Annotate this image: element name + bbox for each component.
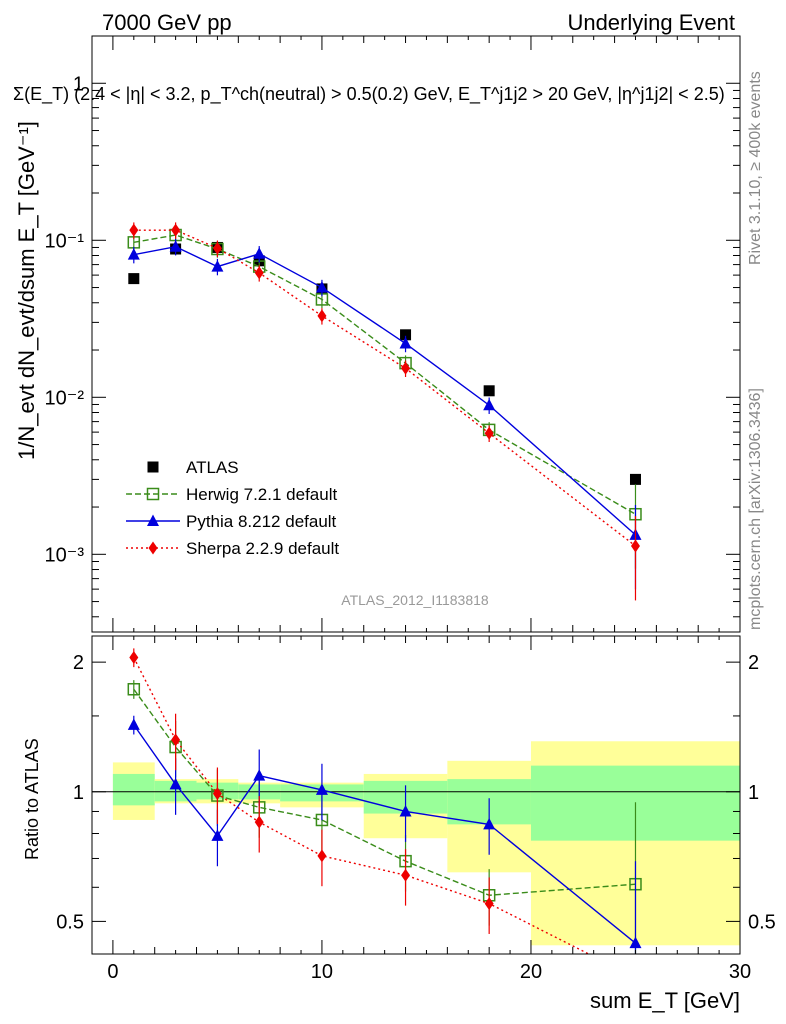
x-tick-label: 10 — [311, 961, 333, 983]
atlas-point — [400, 329, 412, 341]
pythia-point — [315, 281, 328, 293]
sherpa-legend-marker — [148, 541, 158, 555]
herwig-ratio-line — [133, 688, 636, 896]
pythia-point — [127, 248, 140, 260]
pythia-point — [399, 337, 412, 349]
herwig-legend-label: Herwig 7.2.1 default — [186, 485, 337, 504]
ratio-y-tick-label-right: 1 — [748, 782, 759, 804]
ratio-y-tick-label: 2 — [73, 652, 84, 674]
analysis-id-label: ATLAS_2012_I1183818 — [341, 592, 489, 608]
pythia-ratio-point — [483, 817, 496, 830]
pythia-point — [253, 247, 266, 259]
pythia-ratio-point — [253, 769, 266, 781]
atlas-point — [128, 273, 140, 285]
y-tick-label: 10⁻³ — [45, 544, 85, 566]
sherpa-point — [254, 266, 264, 280]
sherpa-point — [171, 223, 181, 237]
herwig-legend-marker — [146, 487, 160, 501]
sherpa-ratio-point — [212, 787, 222, 801]
ratio-y-tick-label-right: 0.5 — [748, 911, 776, 933]
main-y-axis-label: 1/N_evt dN_evt/dsum E_T [GeV⁻¹] — [14, 121, 39, 460]
pythia-ratio-line — [133, 724, 636, 944]
ratio-frame — [91, 635, 741, 955]
sherpa-point — [129, 223, 139, 237]
pythia-ratio-point — [315, 783, 328, 795]
atlas-legend-marker — [147, 461, 159, 473]
pythia-point — [483, 398, 496, 411]
sherpa-ratio-point — [254, 815, 264, 829]
x-tick-label: 20 — [520, 961, 542, 983]
y-tick-label: 10⁻¹ — [45, 230, 85, 252]
atlas-point — [629, 473, 641, 485]
pythia-legend-label: Pythia 8.212 default — [186, 512, 337, 531]
pythia-ratio-point — [399, 804, 412, 817]
pythia-line — [133, 245, 636, 536]
ratio-y-tick-label: 0.5 — [56, 911, 84, 933]
sherpa-ratio-point — [484, 897, 494, 911]
main-plot-marks — [127, 222, 642, 601]
atlas-point — [483, 385, 495, 397]
y-tick-label: 1 — [73, 73, 84, 95]
sherpa-ratio-point — [171, 733, 181, 747]
header-left: 7000 GeV pp — [102, 10, 232, 35]
main-plot-title: Σ(E_T) (2.4 < |η| < 3.2, p_T^ch(neutral)… — [13, 84, 725, 105]
ratio-plot-marks — [92, 648, 740, 955]
atlas-legend-label: ATLAS — [186, 458, 239, 477]
pythia-point — [211, 260, 224, 272]
mcplots-label: mcplots.cern.ch [arXiv:1306.3436] — [747, 388, 764, 630]
pythia-ratio-point — [211, 829, 224, 841]
x-tick-label: 0 — [107, 961, 118, 983]
pythia-legend-marker — [147, 514, 159, 526]
sherpa-ratio-point — [129, 651, 139, 665]
herwig-line — [133, 234, 636, 515]
ratio-uncertainty-bands — [112, 741, 740, 946]
sherpa-point — [484, 426, 494, 440]
pythia-ratio-point — [169, 777, 182, 790]
ratio-y-tick-label-right: 2 — [748, 652, 759, 674]
sherpa-ratio-line — [133, 657, 590, 955]
sherpa-legend-label: Sherpa 2.2.9 default — [186, 539, 339, 558]
rivet-version-label: Rivet 3.1.10, ≥ 400k events — [747, 71, 764, 265]
sherpa-point — [317, 309, 327, 323]
sherpa-ratio-point — [401, 868, 411, 882]
pythia-ratio-point — [629, 936, 642, 949]
x-axis-label: sum E_T [GeV] — [590, 988, 740, 1013]
legend: ATLAS Herwig 7.2.1 default Pythia 8.212 de… — [126, 458, 339, 558]
header-right: Underlying Event — [567, 10, 735, 35]
herwig-ratio-point — [127, 683, 141, 696]
sherpa-point — [630, 539, 640, 553]
ratio-y-axis-label: Ratio to ATLAS — [22, 738, 42, 860]
pythia-point — [169, 240, 182, 252]
band-inner — [112, 773, 155, 806]
axes: 0 10 20 30 10⁻³ 10⁻² 10⁻¹ 1 0.5 0.5 1 1 2 2 — [45, 35, 776, 983]
y-tick-label: 10⁻² — [45, 387, 85, 409]
pythia-ratio-point — [127, 718, 140, 730]
main-frame — [91, 35, 741, 633]
sherpa-point — [401, 361, 411, 375]
sherpa-ratio-point — [317, 849, 327, 863]
x-tick-label: 30 — [729, 961, 751, 983]
ratio-y-tick-label: 1 — [73, 782, 84, 804]
sherpa-point — [212, 241, 222, 255]
